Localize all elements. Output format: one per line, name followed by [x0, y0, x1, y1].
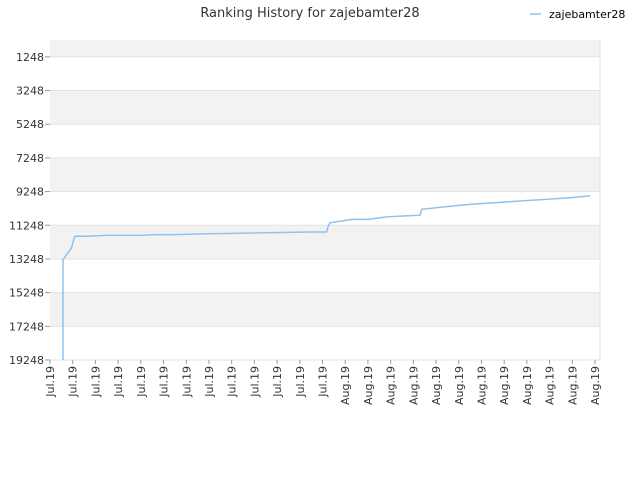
y-tick-label: 1248	[16, 51, 44, 64]
plot-band	[50, 90, 600, 125]
y-tick-label: 3248	[16, 85, 44, 98]
legend-label: zajebamter28	[549, 8, 625, 21]
y-tick-label: 9248	[16, 186, 44, 199]
plot-band	[50, 40, 600, 57]
y-tick-label: 13248	[9, 253, 44, 266]
x-tick-label: Jul.19	[44, 366, 57, 398]
x-tick-label: Jul.19	[180, 366, 193, 398]
y-tick-label: 15248	[9, 287, 44, 300]
x-tick-label: Aug.19	[339, 366, 352, 405]
x-tick-label: Jul.19	[317, 366, 330, 398]
x-tick-label: Aug.19	[362, 366, 375, 405]
plot-band	[50, 292, 600, 327]
y-tick-label: 19248	[9, 354, 44, 367]
y-tick-label: 17248	[9, 320, 44, 333]
x-tick-label: Aug.19	[544, 366, 557, 405]
x-tick-label: Aug.19	[407, 366, 420, 405]
x-tick-label: Jul.19	[248, 366, 261, 398]
series-line-zajebamter28	[62, 195, 591, 360]
plot-band	[50, 157, 600, 192]
y-tick-label: 7248	[16, 152, 44, 165]
plot-band	[50, 191, 600, 226]
plot-bands	[50, 40, 600, 360]
plot-band	[50, 124, 600, 158]
x-tick-label: Jul.19	[226, 366, 239, 398]
x-tick-label: Jul.19	[67, 366, 80, 398]
x-tick-label: Aug.19	[430, 366, 443, 405]
x-tick-label: Aug.19	[521, 366, 534, 405]
x-tick-label: Jul.19	[294, 366, 307, 398]
grid-lines	[50, 40, 601, 361]
chart-title: Ranking History for zajebamter28	[200, 6, 419, 21]
x-tick-label: Jul.19	[271, 366, 284, 398]
x-tick-label: Jul.19	[112, 366, 125, 398]
x-tick-label: Aug.19	[385, 366, 398, 405]
y-axis-ticks: 1248 3248 5248 7248 9248 11248 13248 15248 17248…	[9, 51, 50, 367]
x-tick-label: Aug.19	[566, 366, 579, 405]
plot-band	[50, 326, 600, 360]
plot-band	[50, 258, 600, 293]
legend: zajebamter28	[530, 8, 625, 21]
y-tick-label: 11248	[9, 219, 44, 232]
x-tick-label: Jul.19	[203, 366, 216, 398]
x-tick-label: Aug.19	[589, 366, 602, 405]
x-tick-label: Aug.19	[475, 366, 488, 405]
plot-band	[50, 56, 600, 91]
plot-band	[50, 225, 600, 259]
x-axis-ticks: Jul.19 Jul.19 Jul.19 Jul.19 Jul.19 Jul.19 Jul.…	[44, 360, 602, 405]
x-tick-label: Jul.19	[158, 366, 171, 398]
x-tick-label: Jul.19	[135, 366, 148, 398]
y-tick-label: 5248	[16, 118, 44, 131]
x-tick-label: Jul.19	[89, 366, 102, 398]
x-tick-label: Aug.19	[453, 366, 466, 405]
x-tick-label: Aug.19	[498, 366, 511, 405]
